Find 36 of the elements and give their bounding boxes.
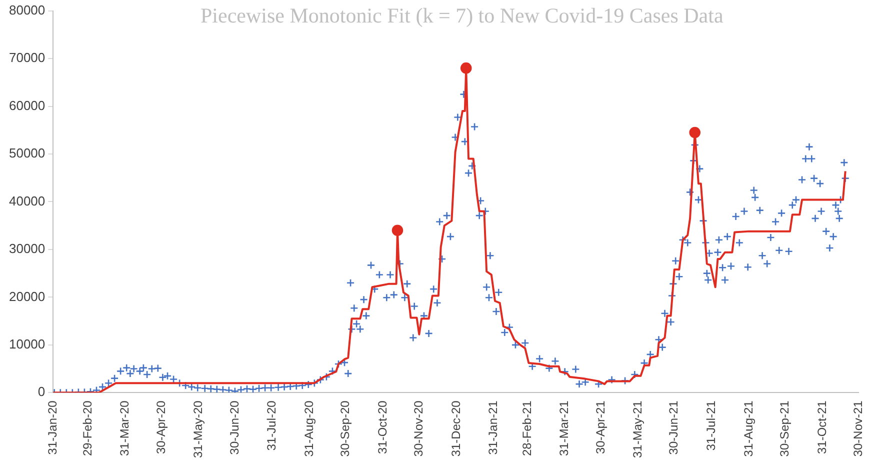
x-tick-label: 31-Aug-21 — [741, 400, 756, 457]
x-tick-label: 31-Oct-21 — [814, 400, 829, 454]
y-tick-label: 0 — [38, 384, 46, 400]
x-tick-label: 30-Jun-20 — [227, 400, 242, 455]
x-tick-label: 31-May-20 — [191, 400, 206, 458]
y-tick-label: 70000 — [8, 50, 46, 66]
x-tick-label: 28-Feb-21 — [520, 400, 534, 456]
x-tick-label: 31-May-21 — [630, 400, 645, 458]
x-tick-label: 31-Oct-20 — [375, 400, 390, 454]
x-tick-label: 31-Jul-20 — [264, 400, 279, 451]
y-tick-label: 50000 — [8, 146, 46, 161]
y-tick-label: 20000 — [8, 288, 46, 304]
x-tick-label: 30-Apr-21 — [593, 400, 608, 454]
x-tick-label: 30-Nov-21 — [850, 400, 865, 457]
x-tick-label: 31-Jan-20 — [45, 400, 60, 455]
y-tick-label: 10000 — [8, 336, 46, 352]
point — [689, 126, 701, 138]
x-tick-label: 31-Dec-20 — [448, 400, 463, 457]
y-tick-label: 30000 — [8, 241, 46, 256]
y-tick-label: 80000 — [8, 2, 46, 18]
x-tick-label: 30-Sep-21 — [777, 400, 792, 457]
x-tick-label: 29-Feb-20 — [80, 400, 94, 456]
x-tick-label: 31-Mar-21 — [557, 400, 572, 456]
point — [392, 224, 404, 236]
x-tick-label: 31-Jul-21 — [704, 400, 718, 451]
point — [460, 62, 472, 74]
chart-title: Piecewise Monotonic Fit (k = 7) to New Covid-19 Cases Data — [200, 4, 724, 28]
x-tick-label: 30-Nov-20 — [411, 400, 426, 457]
y-tick-label: 60000 — [8, 98, 46, 113]
x-tick-label: 30-Jun-21 — [666, 400, 681, 455]
x-tick-label: 31-Mar-20 — [118, 400, 132, 456]
x-tick-label: 30-Sep-20 — [338, 400, 352, 457]
x-tick-label: 31-Jan-21 — [486, 400, 500, 455]
y-tick-label: 40000 — [8, 193, 46, 208]
x-tick-label: 30-Apr-20 — [154, 400, 168, 454]
x-tick-label: 31-Aug-20 — [302, 400, 316, 457]
